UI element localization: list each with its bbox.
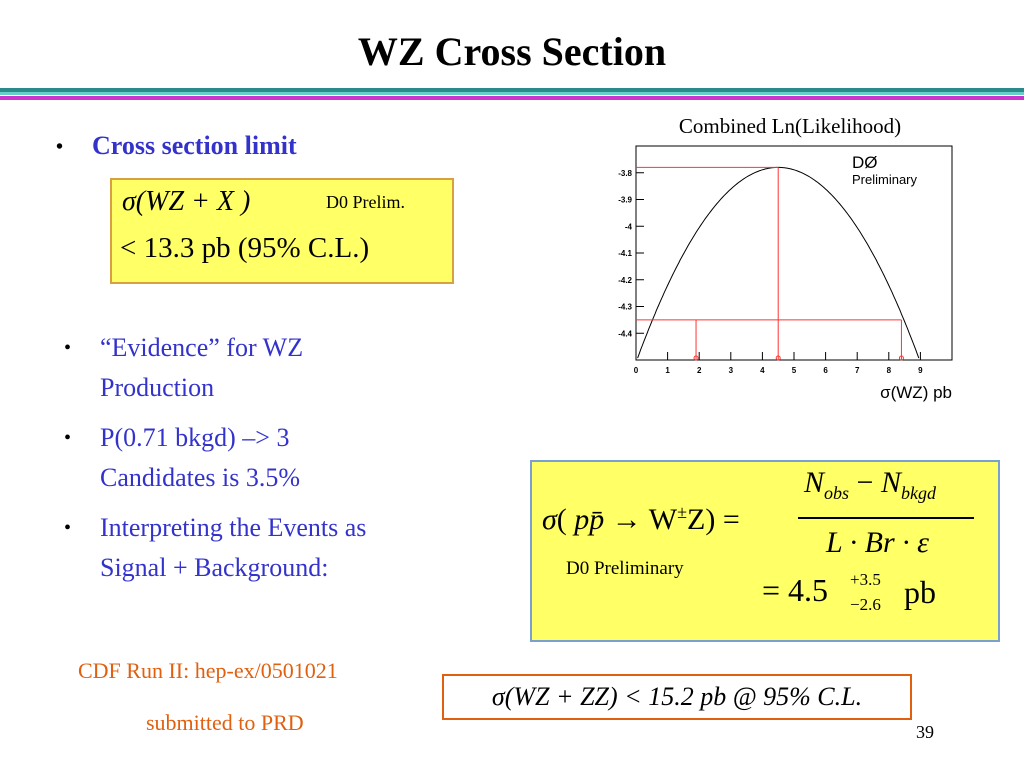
pp-symbol: pp̄ bbox=[574, 503, 605, 536]
bullet-dot: • bbox=[56, 136, 64, 158]
cdf-reference: CDF Run II: hep-ex/0501021 bbox=[78, 658, 338, 683]
x-axis-label: σ(WZ) pb bbox=[880, 383, 952, 402]
x-tick-label: 9 bbox=[918, 366, 923, 375]
limit-formula: σ(WZ + X ) bbox=[122, 186, 251, 217]
z-boson: Z bbox=[686, 503, 706, 536]
limit-box: σ(WZ + X ) D0 Prelim. < 13.3 pb (95% C.L… bbox=[110, 178, 454, 284]
list-item-line1: P(0.71 bkgd) –> 3 bbox=[100, 423, 290, 452]
list-item-line2: Signal + Background: bbox=[100, 553, 329, 582]
limit-note: D0 Prelim. bbox=[326, 192, 405, 212]
list-item: • “Evidence” for WZ Production bbox=[64, 328, 484, 418]
pm-sup: ± bbox=[677, 502, 687, 522]
list-item-line1: Interpreting the Events as bbox=[100, 513, 367, 542]
result-unit: pb bbox=[904, 574, 936, 610]
axis-marker bbox=[693, 355, 699, 361]
title-divider-magenta bbox=[0, 96, 1024, 100]
y-tick-label: -3.9 bbox=[618, 196, 632, 205]
formula-box: σ( pp̄ → W±Z) = Nobs − Nbkgd L · Br · ε … bbox=[530, 460, 1000, 642]
paren-open: ( bbox=[556, 503, 567, 536]
y-tick-label: -4.1 bbox=[618, 249, 632, 258]
x-tick-label: 1 bbox=[665, 366, 670, 375]
list-item-line1: “Evidence” for WZ bbox=[100, 333, 304, 362]
result-value: = 4.5 bbox=[762, 572, 828, 609]
axis-marker bbox=[775, 355, 781, 361]
x-tick-label: 4 bbox=[760, 366, 765, 375]
result-sup: +3.5 bbox=[850, 570, 881, 589]
obs-sub: obs bbox=[824, 483, 850, 503]
equals-symbol: = bbox=[722, 503, 740, 536]
x-tick-label: 0 bbox=[634, 366, 639, 375]
y-tick-label: -4.2 bbox=[618, 276, 632, 285]
bullet-cross-section-limit: • Cross section limit bbox=[56, 126, 396, 166]
bullet-dot: • bbox=[64, 517, 72, 539]
result-eq: = 4.5 bbox=[762, 572, 829, 608]
x-tick-label: 8 bbox=[887, 366, 892, 375]
axis-marker bbox=[898, 355, 904, 361]
w-boson: W bbox=[648, 503, 678, 536]
list-item: • Interpreting the Events as Signal + Ba… bbox=[64, 508, 484, 598]
cdf-submitted: submitted to PRD bbox=[146, 710, 304, 735]
fraction-numerator: Nobs − Nbkgd bbox=[804, 466, 936, 504]
chart-title: Combined Ln(Likelihood) bbox=[678, 114, 902, 138]
arrow-symbol: → bbox=[611, 503, 642, 536]
preliminary-note: D0 Preliminary bbox=[566, 558, 684, 579]
n-bkgd: N bbox=[880, 466, 901, 499]
limit-value: < 13.3 pb (95% C.L.) bbox=[120, 232, 370, 264]
bkgd-sub: bkgd bbox=[900, 483, 936, 503]
title-divider-cyan bbox=[0, 92, 1024, 95]
y-tick-label: -4.4 bbox=[618, 329, 632, 338]
title-divider-teal bbox=[0, 88, 1024, 92]
list-item-line2: Production bbox=[100, 373, 215, 402]
likelihood-curve bbox=[637, 166, 920, 359]
y-tick-label: -4 bbox=[625, 222, 633, 231]
x-tick-label: 3 bbox=[729, 366, 734, 375]
likelihood-chart: -3.8 -3.9 -4 -4.1 -4.2 -4.3 -4.4 0 1 2 3 4 5 6 7 8 9 DØPr… bbox=[618, 145, 953, 402]
n-obs: N bbox=[804, 466, 825, 499]
plot-frame bbox=[635, 145, 953, 361]
x-tick-label: 2 bbox=[697, 366, 702, 375]
x-tick-label: 5 bbox=[792, 366, 797, 375]
bullet-list: • “Evidence” for WZ Production • P(0.71 … bbox=[64, 328, 484, 598]
bullet-dot: • bbox=[64, 427, 72, 449]
slide-title: WZ Cross Section bbox=[357, 29, 667, 74]
sigma-symbol: σ bbox=[542, 503, 557, 536]
paren-close: ) bbox=[705, 503, 716, 536]
cdf-limit-box: σ(WZ + ZZ) < 15.2 pb @ 95% C.L. bbox=[442, 674, 912, 720]
formula-lhs: σ( pp̄ → W±Z) = bbox=[542, 502, 740, 537]
list-item: • P(0.71 bkgd) –> 3 Candidates is 3.5% bbox=[64, 418, 484, 508]
chart-annotation-main: DØ bbox=[852, 153, 878, 172]
minus-symbol: − bbox=[856, 466, 874, 499]
x-tick-label: 6 bbox=[823, 366, 828, 375]
fraction-denominator: L · Br · ε bbox=[826, 526, 929, 559]
bullet-text: Cross section limit bbox=[92, 131, 297, 160]
list-item-line2: Candidates is 3.5% bbox=[100, 463, 301, 492]
result-sub: −2.6 bbox=[850, 595, 881, 614]
y-tick-label: -4.3 bbox=[618, 303, 632, 312]
fraction-bar bbox=[798, 517, 974, 519]
page-number: 39 bbox=[916, 722, 934, 742]
bullet-dot: • bbox=[64, 337, 72, 359]
chart-annotation-sub: Preliminary bbox=[852, 172, 918, 187]
y-tick-label: -3.8 bbox=[618, 169, 632, 178]
x-tick-label: 7 bbox=[855, 366, 860, 375]
